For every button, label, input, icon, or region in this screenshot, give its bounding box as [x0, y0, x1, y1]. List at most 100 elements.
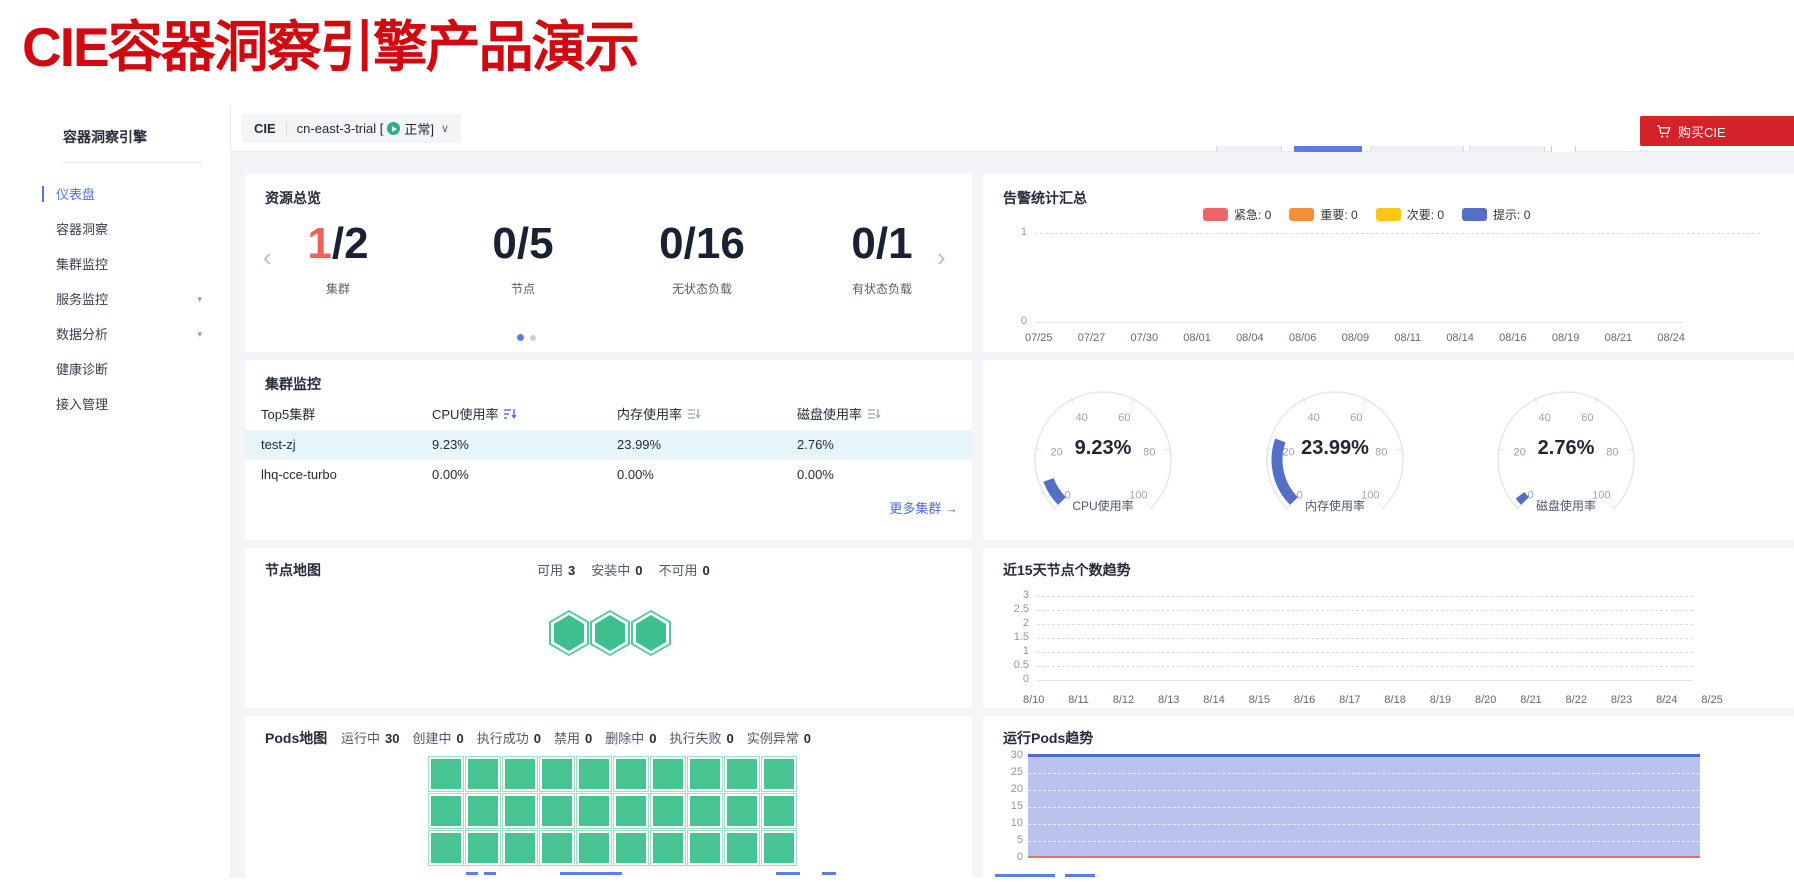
sort-icon[interactable]: [687, 401, 701, 431]
pod-cell-fill: [468, 796, 498, 826]
svg-text:20: 20: [1513, 447, 1525, 459]
legend-item-minor[interactable]: 次要: 0: [1375, 206, 1444, 223]
stat-stateless-workloads: 0/16 无状态负载: [659, 219, 745, 296]
y-axis-tick: 15: [1010, 800, 1023, 812]
gridline: [1035, 322, 1683, 323]
y-axis-tick: 2.5: [1013, 603, 1029, 615]
svg-text:20: 20: [1050, 447, 1062, 459]
legend-swatch: [1462, 208, 1488, 221]
resource-overview-panel: 资源总览 ‹ › 1/2 集群 0/5 节点 0/16 无状态负载 0/1 有状…: [245, 174, 972, 352]
gridline: [1037, 652, 1693, 653]
gridline: [1035, 233, 1760, 234]
sidebar-item-health-diagnosis[interactable]: 健康诊断: [56, 362, 109, 377]
series-line-blue: [1028, 754, 1700, 757]
sidebar-item-access-management[interactable]: 接入管理: [56, 397, 109, 412]
y-axis-tick: 25: [1010, 766, 1023, 778]
pod-cell: [428, 756, 464, 792]
panel-title: Pods地图: [265, 730, 328, 746]
legend-item-major[interactable]: 重要: 0: [1289, 206, 1358, 223]
y-axis-tick: 5: [1016, 834, 1023, 846]
pod-cell-fill: [468, 759, 498, 789]
x-axis-tick: 8/16: [1293, 694, 1316, 706]
pod-cell-fill: [653, 759, 683, 789]
pod-cell: [576, 830, 612, 866]
panel-title: 节点地图: [265, 562, 321, 578]
pod-cell: [613, 793, 649, 829]
y-axis-tick: 3: [1022, 589, 1029, 601]
panel-title: 集群监控: [265, 376, 321, 392]
pod-cell-fill: [690, 796, 720, 826]
pod-cell: [576, 756, 612, 792]
topbar: CIE cn-east-3-trial [ 正常] ∨: [231, 105, 1794, 152]
carousel-prev-icon[interactable]: ‹: [263, 242, 272, 272]
gridline: [1028, 841, 1700, 842]
sidebar-item-cluster-monitor[interactable]: 集群监控: [56, 257, 109, 272]
x-axis-tick: 8/13: [1158, 694, 1180, 706]
sidebar-item-container-insight[interactable]: 容器洞察: [56, 222, 109, 237]
table-row[interactable]: test-zj 9.23% 23.99% 2.76%: [245, 430, 972, 460]
pod-cell-fill: [542, 759, 572, 789]
panel-title: 资源总览: [265, 190, 321, 206]
pod-cell: [650, 756, 686, 792]
memory-usage-gauge: 0 20 40 60 80 100 23.99% 内存使用率: [1250, 382, 1420, 532]
cluster-status-text: 正常]: [404, 122, 434, 137]
stat-stateful-workloads: 0/1 有状态负载: [851, 219, 913, 296]
stat-clusters: 1/2 集群: [307, 219, 369, 296]
svg-text:40: 40: [1539, 412, 1551, 424]
table-row[interactable]: lhq-cce-turbo 0.00% 0.00% 0.00%: [261, 467, 834, 482]
alarm-summary-panel: 告警统计汇总 紧急: 0 重要: 0 次要: 0 提示: 0 1 0 07/25 07…: [983, 174, 1794, 352]
x-axis-tick: 8/18: [1384, 694, 1406, 706]
pod-cell: [576, 793, 612, 829]
sidebar-item-data-analysis[interactable]: 数据分析 ▾: [35, 317, 230, 352]
node-hexagon: [549, 610, 589, 656]
sidebar-item-dashboard[interactable]: 仪表盘: [35, 177, 230, 212]
svg-text:100: 100: [1361, 489, 1379, 501]
cpu-usage-gauge: 0 20 40 60 80 100 9.23% CPU使用率: [1018, 382, 1188, 532]
svg-text:100: 100: [1592, 489, 1610, 501]
sidebar: 容器洞察引擎 仪表盘 容器洞察 集群监控 服务监控 ▾ 数据分析 ▾ 健康诊断 接入…: [35, 105, 231, 878]
svg-text:内存使用率: 内存使用率: [1305, 498, 1365, 513]
page-title: CIE容器洞察引擎产品演示: [22, 16, 640, 78]
pod-cell-fill: [616, 759, 646, 789]
pod-cell-fill: [653, 796, 683, 826]
pod-cell: [539, 830, 575, 866]
x-axis-tick: 8/12: [1112, 694, 1135, 706]
disk-usage-gauge: 0 20 40 60 80 100 2.76% 磁盘使用率: [1481, 382, 1651, 532]
x-axis-tick: 08/19: [1551, 332, 1580, 344]
sort-icon[interactable]: [867, 401, 881, 431]
legend-swatch: [1375, 208, 1401, 221]
carousel-dot-active[interactable]: [517, 334, 524, 341]
more-clusters-link[interactable]: 更多集群 →: [889, 501, 958, 516]
pod-cell-fill: [764, 833, 794, 863]
pod-cell: [724, 756, 760, 792]
svg-text:20: 20: [1282, 447, 1294, 459]
status-running: 运行中 30: [341, 731, 400, 746]
cluster-selector[interactable]: CIE cn-east-3-trial [ 正常] ∨: [242, 114, 462, 143]
svg-text:0: 0: [1065, 489, 1071, 501]
pods-map-panel: Pods地图 运行中 30 创建中 0 执行成功 0 禁用 0 删除中 0 执行失败 0 实…: [245, 716, 972, 886]
carousel-next-icon[interactable]: ›: [937, 242, 946, 272]
x-axis-tick: 8/11: [1068, 694, 1089, 706]
x-axis-tick: 07/27: [1077, 332, 1106, 344]
sidebar-item-service-monitor[interactable]: 服务监控 ▾: [35, 282, 230, 317]
pod-cell: [724, 830, 760, 866]
pod-cell: [687, 756, 723, 792]
legend-item-critical[interactable]: 紧急: 0: [1203, 206, 1271, 223]
legend-item-info[interactable]: 提示: 0: [1462, 206, 1530, 223]
x-axis-tick: 8/20: [1474, 694, 1497, 706]
pod-cell-fill: [468, 833, 498, 863]
svg-text:80: 80: [1606, 447, 1618, 459]
usage-gauges-panel: 0 20 40 60 80 100 9.23% CPU使用率 0 20 40 60 80 100 23.9…: [983, 360, 1794, 540]
pod-cell: [650, 793, 686, 829]
x-axis-labels: 8/10 8/11 8/12 8/13 8/14 8/15 8/16 8/17 8/18 8/19…: [1023, 694, 1723, 706]
status-deleting: 删除中 0: [605, 731, 657, 746]
product-tag: CIE: [254, 121, 276, 136]
sort-icon[interactable]: [503, 401, 518, 431]
cut-blue-text: [995, 874, 1055, 877]
legend-swatch: [1289, 208, 1315, 221]
pod-cell-fill: [579, 796, 609, 826]
carousel-dot[interactable]: [530, 334, 536, 341]
x-axis-tick: 8/19: [1429, 694, 1452, 706]
x-axis-tick: 8/23: [1610, 694, 1633, 706]
buy-cie-button[interactable]: 购买CIE: [1640, 116, 1794, 146]
